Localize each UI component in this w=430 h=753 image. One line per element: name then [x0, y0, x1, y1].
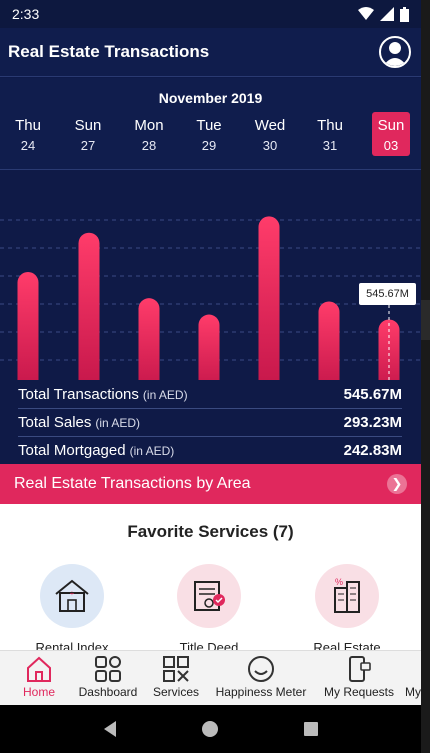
profile-avatar-icon[interactable]	[379, 36, 411, 68]
nav-happiness-meter[interactable]: Happiness Meter	[209, 653, 313, 705]
day-item-selected[interactable]: Sun 03	[372, 112, 410, 156]
nav-my-requests[interactable]: My Requests	[318, 653, 400, 705]
summary-unit: (in AED)	[95, 416, 141, 430]
fav-item-rental-index[interactable]: ÷ Rental Index	[17, 564, 127, 654]
chart-bar[interactable]	[138, 298, 160, 380]
page-title: Real Estate Transactions	[8, 42, 210, 61]
app-bar: Real Estate Transactions	[0, 28, 421, 77]
day-item[interactable]: Thu 31	[311, 112, 349, 156]
bottom-navigation: Home Dashboard Services Happiness Meter …	[0, 650, 421, 705]
home-icon	[15, 653, 63, 685]
buildings-icon: %	[315, 564, 379, 628]
day-number: 24	[20, 138, 36, 153]
favorites-title: Favorite Services (7)	[127, 522, 294, 541]
day-number: 28	[141, 138, 157, 153]
app-screen: 2:33 Real Estate Transactions November 2…	[0, 0, 421, 753]
requests-icon	[318, 653, 400, 685]
chevron-right-icon: ❯	[387, 474, 407, 494]
chart-bar[interactable]	[258, 216, 280, 380]
nav-label: My	[405, 685, 421, 699]
day-item[interactable]: Tue 29	[190, 112, 228, 156]
dashboard-icon	[73, 653, 143, 685]
house-icon: ÷	[40, 564, 104, 628]
day-number: 31	[322, 138, 338, 153]
nav-label: Services	[152, 685, 199, 699]
more-icon	[405, 653, 421, 685]
chart-bar[interactable]	[198, 314, 220, 380]
recents-icon[interactable]	[303, 721, 319, 737]
summary-unit: (in AED)	[142, 387, 188, 402]
day-name: Tue	[196, 117, 222, 134]
day-item[interactable]: Mon 28	[130, 112, 168, 156]
chart-bar[interactable]	[78, 232, 100, 380]
smiley-icon	[209, 653, 313, 685]
nav-label: Dashboard	[78, 685, 138, 699]
svg-text:%: %	[335, 577, 343, 587]
bar-chart-svg	[0, 216, 421, 380]
summary-label: Total Transactions	[18, 385, 139, 403]
day-name: Wed	[254, 117, 286, 134]
battery-icon	[400, 6, 409, 22]
back-icon[interactable]	[102, 720, 118, 738]
nav-more[interactable]: My	[405, 653, 421, 705]
day-name: Mon	[134, 117, 164, 134]
transactions-chart: 545.67M	[0, 170, 421, 380]
favorite-services: Favorite Services (7) ÷ Rental Index Tit…	[0, 504, 421, 654]
day-item[interactable]: Thu 24	[9, 112, 47, 156]
day-number: 30	[262, 138, 278, 153]
title-deed-icon	[177, 564, 241, 628]
day-item[interactable]: Sun 27	[69, 112, 107, 156]
area-label: Real Estate Transactions by Area	[14, 475, 251, 492]
day-name: Sun	[377, 117, 405, 134]
summary-table: Total Transactions (in AED) 545.67M Total…	[0, 380, 421, 464]
day-number: 03	[383, 138, 399, 153]
nav-label: Happiness Meter	[215, 685, 307, 699]
day-number: 27	[80, 138, 96, 153]
fav-item-title-deed[interactable]: Title Deed	[154, 564, 264, 654]
summary-value: 242.83M	[343, 442, 402, 459]
transactions-by-area-link[interactable]: Real Estate Transactions by Area ❯	[0, 464, 421, 504]
nav-label: My Requests	[323, 685, 395, 699]
chart-bar[interactable]	[17, 272, 39, 380]
summary-row-sales: Total Sales (in AED) 293.23M	[18, 408, 402, 436]
background-edge	[421, 0, 430, 753]
home-circle-icon[interactable]	[201, 720, 219, 738]
summary-label: Total Mortgaged	[18, 442, 126, 459]
day-name: Thu	[317, 117, 343, 134]
summary-value: 293.23M	[343, 414, 402, 431]
services-icon	[148, 653, 204, 685]
summary-label: Total Sales	[18, 414, 92, 431]
day-name: Thu	[15, 117, 41, 134]
nav-services[interactable]: Services	[148, 653, 204, 705]
summary-unit: (in AED)	[129, 444, 175, 458]
status-time: 2:33	[12, 6, 40, 22]
summary-row-mortgaged: Total Mortgaged (in AED) 242.83M	[18, 436, 402, 464]
summary-value: 545.67M	[343, 385, 402, 403]
summary-row-transactions: Total Transactions (in AED) 545.67M	[18, 380, 402, 408]
date-selector: November 2019 Thu 24 Sun 27 Mon 28 Tue 29 We…	[0, 78, 421, 170]
fav-item-real-estate[interactable]: % Real Estate	[292, 564, 402, 654]
month-label: November 2019	[158, 90, 263, 106]
chart-tooltip: 545.67M	[359, 283, 416, 305]
wifi-icon	[358, 7, 374, 20]
system-navigation-bar	[0, 705, 421, 753]
chart-bar[interactable]	[318, 301, 340, 380]
nav-home[interactable]: Home	[15, 653, 63, 705]
signal-icon	[380, 7, 394, 21]
svg-text:÷: ÷	[70, 589, 75, 598]
day-number: 29	[201, 138, 217, 153]
day-name: Sun	[74, 117, 102, 134]
nav-label: Home	[22, 685, 55, 699]
nav-dashboard[interactable]: Dashboard	[73, 653, 143, 705]
status-bar: 2:33	[0, 0, 421, 28]
day-item[interactable]: Wed 30	[251, 112, 289, 156]
